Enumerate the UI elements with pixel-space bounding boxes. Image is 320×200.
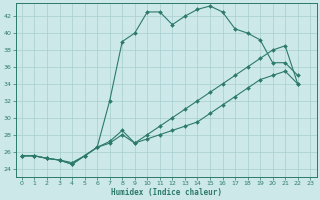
X-axis label: Humidex (Indice chaleur): Humidex (Indice chaleur) bbox=[111, 188, 221, 197]
